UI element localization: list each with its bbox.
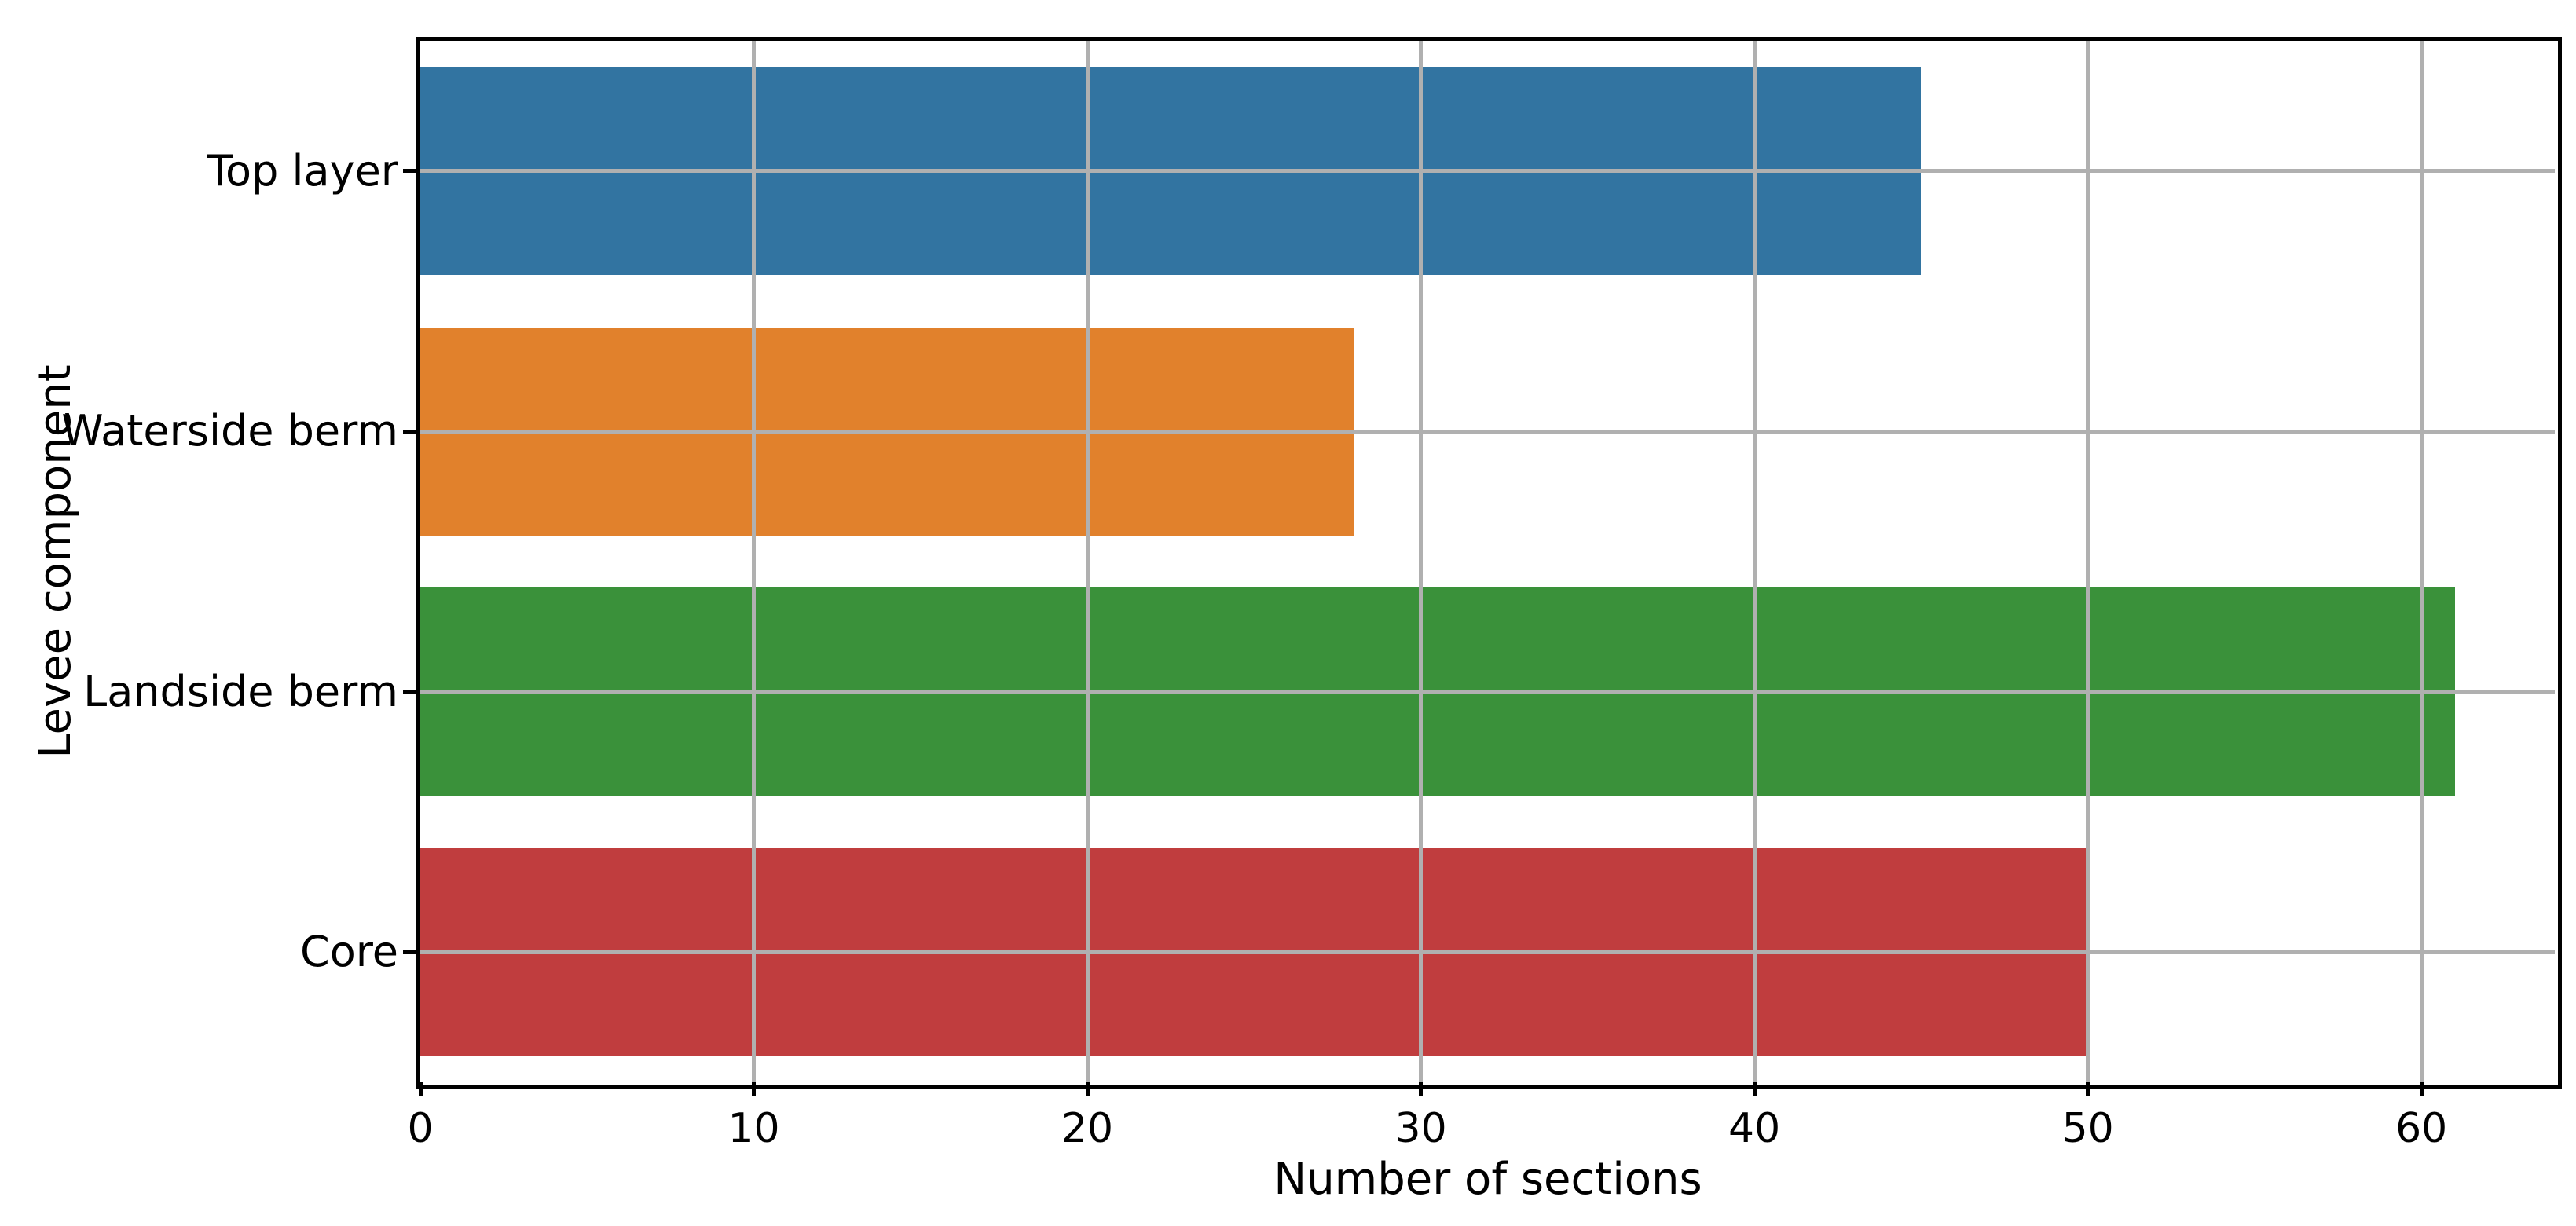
x-tick-mark-60 — [2419, 1082, 2424, 1096]
gridline-x-10 — [752, 41, 757, 1082]
y-tick-mark-top-layer — [403, 169, 416, 174]
y-tick-label-waterside-berm: Waterside berm — [61, 406, 398, 456]
x-axis-title: Number of sections — [1273, 1154, 1702, 1205]
x-tick-label-50: 50 — [2061, 1105, 2114, 1152]
y-tick-mark-landside-berm — [403, 690, 416, 694]
gridline-x-60 — [2419, 41, 2424, 1082]
y-tick-mark-core — [403, 950, 416, 954]
x-tick-mark-30 — [1419, 1082, 1424, 1096]
grid-layer — [420, 41, 2555, 1082]
gridline-x-30 — [1419, 41, 1424, 1082]
x-tick-mark-40 — [1752, 1082, 1757, 1096]
x-tick-mark-20 — [1085, 1082, 1090, 1096]
gridline-y-core — [420, 950, 2555, 954]
x-tick-label-30: 30 — [1394, 1105, 1447, 1152]
y-tick-label-landside-berm: Landside berm — [83, 666, 398, 716]
gridline-x-20 — [1085, 41, 1090, 1082]
x-tick-label-10: 10 — [727, 1105, 780, 1152]
x-tick-mark-10 — [752, 1082, 757, 1096]
gridline-x-40 — [1752, 41, 1757, 1082]
y-tick-label-top-layer: Top layer — [207, 145, 398, 196]
x-tick-label-40: 40 — [1728, 1105, 1781, 1152]
gridline-y-landside-berm — [420, 690, 2555, 694]
gridline-y-waterside-berm — [420, 429, 2555, 434]
gridline-x-50 — [2086, 41, 2090, 1082]
x-tick-label-60: 60 — [2395, 1105, 2448, 1152]
y-tick-label-core: Core — [300, 927, 398, 977]
x-tick-mark-0 — [418, 1082, 423, 1096]
plot-area — [416, 37, 2562, 1089]
x-tick-label-0: 0 — [407, 1105, 434, 1152]
gridline-y-top-layer — [420, 169, 2555, 174]
x-tick-mark-50 — [2086, 1082, 2090, 1096]
x-tick-label-20: 20 — [1061, 1105, 1114, 1152]
y-tick-mark-waterside-berm — [403, 429, 416, 434]
